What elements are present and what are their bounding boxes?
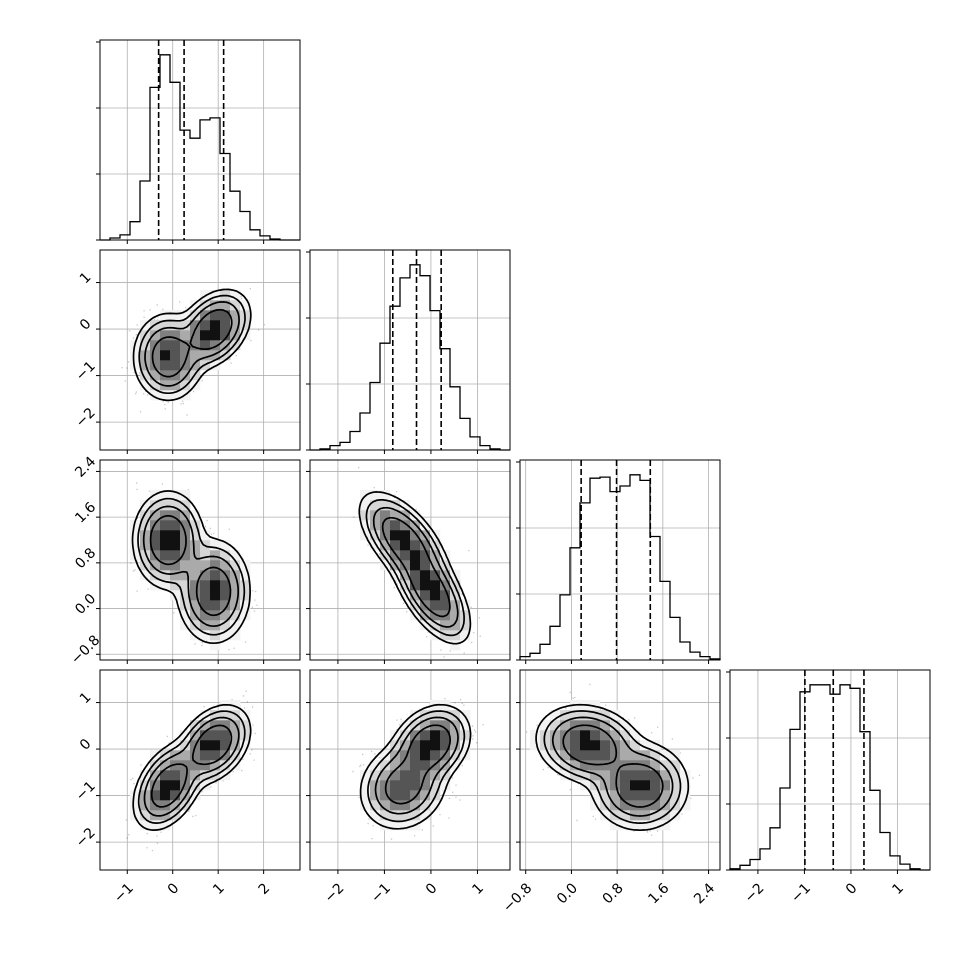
- panel-hist-3: [726, 669, 931, 874]
- x-tick-label: −2: [322, 880, 348, 906]
- density-contours: [132, 288, 252, 402]
- density-contours: [131, 490, 251, 645]
- panel-2d-1-2: [306, 459, 511, 664]
- x-tick-label: −1: [368, 880, 394, 906]
- sample-points: [121, 287, 266, 416]
- density-contours: [132, 703, 252, 831]
- x-tick-label: 1: [210, 880, 228, 898]
- panel-frame: [519, 669, 721, 871]
- density-contours: [358, 491, 472, 645]
- x-tick-label: 0.0: [554, 880, 581, 907]
- panel-frame: [99, 459, 301, 661]
- y-tick-label: −1: [73, 358, 99, 384]
- panel-2d-0-2: [96, 459, 301, 664]
- y-tick-label: −0.8: [68, 632, 103, 667]
- x-tick-label: 1.6: [645, 880, 672, 907]
- y-tick-label: 2.4: [72, 454, 99, 481]
- panel-frame: [309, 669, 511, 871]
- histogram-step: [729, 684, 930, 871]
- x-tick-label: 0: [165, 880, 183, 898]
- x-tick-label: 2: [256, 880, 274, 898]
- histogram-step: [310, 264, 510, 451]
- x-tick-label: 0: [843, 880, 861, 898]
- density-contours: [535, 703, 690, 832]
- x-tick-label: 1: [469, 880, 487, 898]
- x-tick-label: 1: [889, 880, 907, 898]
- x-tick-label: −1: [788, 880, 814, 906]
- histogram-step: [519, 474, 721, 660]
- y-tick-label: 1: [77, 690, 95, 708]
- panel-frame: [519, 459, 721, 661]
- x-tick-label: 0: [423, 880, 441, 898]
- panel-background: [100, 40, 300, 240]
- panel-background: [310, 250, 510, 450]
- y-tick-label: 1: [77, 270, 95, 288]
- panel-2d-1-3: [306, 669, 511, 874]
- panel-2d-2-3: [516, 669, 721, 874]
- panel-hist-0: [96, 39, 301, 244]
- y-tick-label: 0.0: [72, 591, 99, 618]
- panel-frame: [309, 459, 511, 661]
- x-tick-label: 0.8: [600, 880, 627, 907]
- panel-frame: [729, 669, 931, 871]
- y-tick-label: 0: [77, 316, 95, 334]
- panel-2d-0-3: [96, 669, 301, 874]
- panel-frame: [99, 669, 301, 871]
- y-tick-label: −1: [73, 778, 99, 804]
- panel-frame: [309, 249, 511, 451]
- panel-background: [730, 670, 930, 870]
- panel-2d-0-1: [96, 249, 301, 454]
- panel-frame: [99, 39, 301, 241]
- y-tick-label: 0.8: [72, 545, 99, 572]
- x-tick-label: 2.4: [691, 880, 718, 907]
- y-tick-label: −2: [73, 405, 99, 431]
- panel-hist-2: [516, 459, 721, 664]
- panel-frame: [99, 249, 301, 451]
- x-tick-label: −1: [111, 880, 137, 906]
- density-fill: [130, 700, 251, 831]
- x-tick-label: −0.8: [500, 880, 535, 915]
- x-tick-label: −2: [742, 880, 768, 906]
- histogram-step: [100, 54, 300, 241]
- y-tick-label: 0: [77, 736, 95, 754]
- y-tick-label: −2: [73, 825, 99, 851]
- panel-hist-1: [306, 249, 511, 454]
- density-contours: [359, 703, 472, 830]
- y-tick-label: 1.6: [72, 499, 99, 526]
